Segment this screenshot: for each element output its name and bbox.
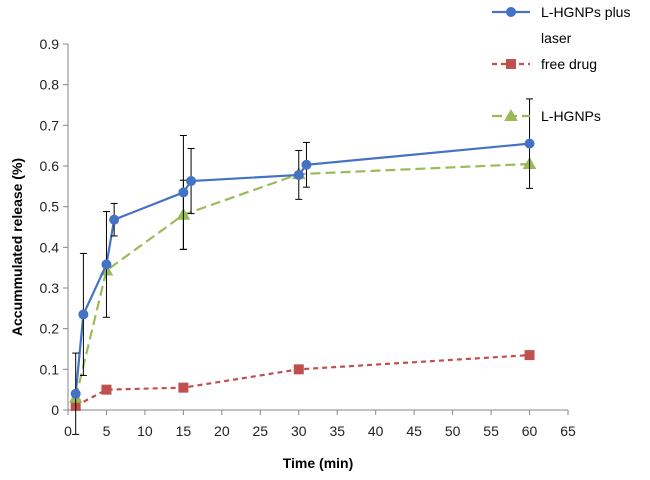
x-ticks: 0 5 10 15 20 25 30 35 40 45 50 55 60 65 bbox=[64, 410, 576, 439]
x-tick-label: 65 bbox=[560, 423, 576, 439]
y-axis-title: Accummulated release (%) bbox=[9, 158, 25, 336]
legend-marker bbox=[506, 59, 516, 69]
x-tick-label: 10 bbox=[137, 423, 153, 439]
x-tick-label: 55 bbox=[483, 423, 499, 439]
x-tick-label: 0 bbox=[64, 423, 72, 439]
legend-label: L-HGNPs plus bbox=[541, 4, 630, 20]
data-point bbox=[524, 350, 535, 361]
legend-entry: free drug bbox=[492, 56, 597, 72]
data-point bbox=[293, 169, 304, 180]
y-tick-label: 0.3 bbox=[40, 280, 60, 296]
plot-area: 0 0.1 0.2 0.3 0.4 0.5 0.6 0.7 0.8 0.9 0 5 10 15 20 25 3… bbox=[40, 36, 576, 439]
series-line bbox=[74, 142, 530, 394]
y-tick-label: 0 bbox=[51, 402, 59, 418]
legend: L-HGNPs plus laser free drug L-HGNPs bbox=[492, 4, 630, 124]
legend-entry: L-HGNPs plus laser bbox=[492, 4, 630, 46]
series-line bbox=[74, 162, 530, 399]
data-point bbox=[70, 388, 81, 399]
y-tick-label: 0.2 bbox=[40, 321, 60, 337]
x-axis-title: Time (min) bbox=[283, 455, 354, 471]
legend-marker bbox=[504, 108, 518, 121]
y-tick-label: 0.6 bbox=[40, 158, 60, 174]
series-free-drug bbox=[70, 350, 535, 411]
data-point bbox=[293, 364, 304, 375]
series-line bbox=[75, 354, 530, 407]
legend-marker bbox=[506, 7, 516, 17]
y-tick-label: 0.4 bbox=[40, 239, 60, 255]
data-point bbox=[109, 214, 120, 225]
x-tick-label: 35 bbox=[329, 423, 345, 439]
x-tick-label: 20 bbox=[214, 423, 230, 439]
x-tick-label: 50 bbox=[445, 423, 461, 439]
x-tick-label: 30 bbox=[291, 423, 307, 439]
data-point bbox=[178, 187, 189, 198]
data-point bbox=[301, 159, 312, 170]
x-tick-label: 25 bbox=[253, 423, 269, 439]
data-point bbox=[178, 382, 189, 393]
data-point bbox=[186, 176, 197, 187]
data-point bbox=[101, 384, 112, 395]
data-point bbox=[78, 309, 89, 320]
x-tick-label: 45 bbox=[406, 423, 422, 439]
y-tick-label: 0.5 bbox=[40, 199, 60, 215]
y-ticks: 0 0.1 0.2 0.3 0.4 0.5 0.6 0.7 0.8 0.9 bbox=[40, 36, 68, 418]
legend-entry: L-HGNPs bbox=[492, 108, 601, 124]
series-l-hgnps-plus-laser bbox=[70, 98, 535, 435]
series-layer bbox=[68, 98, 537, 435]
x-tick-label: 60 bbox=[522, 423, 538, 439]
data-point bbox=[524, 138, 535, 149]
y-tick-label: 0.7 bbox=[40, 117, 60, 133]
legend-label: free drug bbox=[541, 56, 597, 72]
x-tick-label: 5 bbox=[103, 423, 111, 439]
legend-label: L-HGNPs bbox=[541, 108, 601, 124]
y-tick-label: 0.1 bbox=[40, 361, 60, 377]
y-tick-label: 0.9 bbox=[40, 36, 60, 52]
x-tick-label: 40 bbox=[368, 423, 384, 439]
x-tick-label: 15 bbox=[176, 423, 192, 439]
y-tick-label: 0.8 bbox=[40, 77, 60, 93]
legend-label: laser bbox=[541, 30, 572, 46]
data-point bbox=[101, 259, 112, 270]
